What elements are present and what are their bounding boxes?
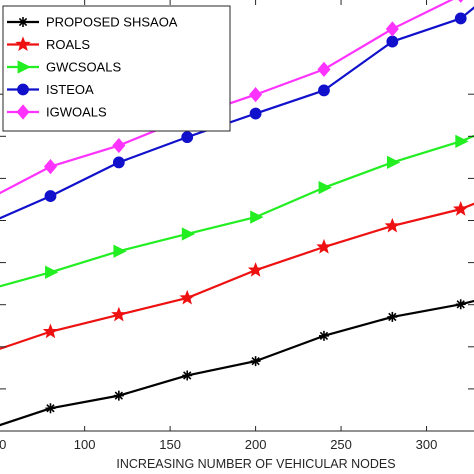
legend-item: ISTEOA — [7, 82, 94, 97]
data-point — [182, 370, 193, 381]
legend-label: ISTEOA — [46, 82, 94, 97]
data-point — [44, 190, 57, 202]
data-point — [181, 131, 194, 144]
axes-layer — [0, 0, 474, 432]
legend-item: PROPOSED SHSAOA — [7, 15, 178, 30]
data-point — [249, 107, 262, 120]
series-gwcsoals — [0, 134, 474, 288]
legend-item: GWCSOALS — [7, 60, 121, 75]
legend-box — [2, 5, 231, 132]
data-point — [181, 227, 196, 241]
series-igwoals — [0, 0, 464, 195]
x-tick-labels: 50100150200250300350 — [0, 437, 438, 452]
legend-marker — [17, 60, 31, 74]
data-point — [250, 210, 264, 224]
data-point — [45, 403, 56, 414]
data-point — [113, 244, 127, 258]
data-point — [45, 265, 59, 279]
legend-marker — [15, 36, 31, 52]
x-axis-label: INCREASING NUMBER OF VEHICULAR NODES — [116, 457, 395, 471]
legend-label: IGWOALS — [46, 105, 107, 120]
legend-marker — [18, 17, 28, 27]
legend-item: IGWOALS — [7, 104, 107, 120]
data-point — [249, 87, 263, 103]
data-point — [455, 134, 469, 148]
x-tick-label: 200 — [245, 437, 267, 452]
series-isteoa — [0, 6, 474, 220]
data-point — [384, 217, 401, 233]
series-layer — [0, 0, 474, 427]
data-point — [43, 158, 57, 175]
data-point — [42, 323, 59, 339]
legend-label: PROPOSED SHSAOA — [46, 15, 178, 30]
data-point — [458, 0, 464, 3]
x-tick-label: 150 — [159, 437, 181, 452]
data-point — [387, 311, 398, 322]
x-tick-label: 300 — [416, 437, 438, 452]
legend-marker — [17, 83, 29, 96]
x-tick-label: 250 — [330, 437, 352, 452]
data-point — [317, 61, 331, 77]
data-point — [385, 21, 399, 37]
data-point — [112, 156, 125, 169]
data-point — [318, 330, 329, 341]
data-point — [454, 12, 467, 25]
data-point — [113, 390, 124, 401]
data-point — [386, 155, 401, 170]
data-point — [250, 356, 261, 367]
data-point — [112, 137, 126, 154]
legend: PROPOSED SHSAOA ROALS GWCSOALS ISTEOA IGWOAL… — [2, 5, 231, 132]
legend-label: ROALS — [46, 37, 90, 52]
data-point — [318, 181, 332, 195]
data-point — [179, 289, 195, 305]
data-point — [386, 35, 399, 48]
data-point — [111, 306, 127, 322]
data-point — [453, 201, 469, 216]
data-point — [316, 238, 332, 254]
legend-item: ROALS — [7, 36, 90, 52]
series-roals — [0, 201, 474, 350]
data-point — [455, 299, 466, 310]
x-tick-label: 50 — [0, 437, 6, 452]
data-point — [318, 84, 330, 97]
series-proposed-shsaoa — [0, 299, 474, 427]
legend-marker — [16, 104, 30, 120]
legend-label: GWCSOALS — [46, 60, 121, 75]
x-tick-label: 100 — [74, 437, 96, 452]
data-point — [247, 262, 264, 277]
